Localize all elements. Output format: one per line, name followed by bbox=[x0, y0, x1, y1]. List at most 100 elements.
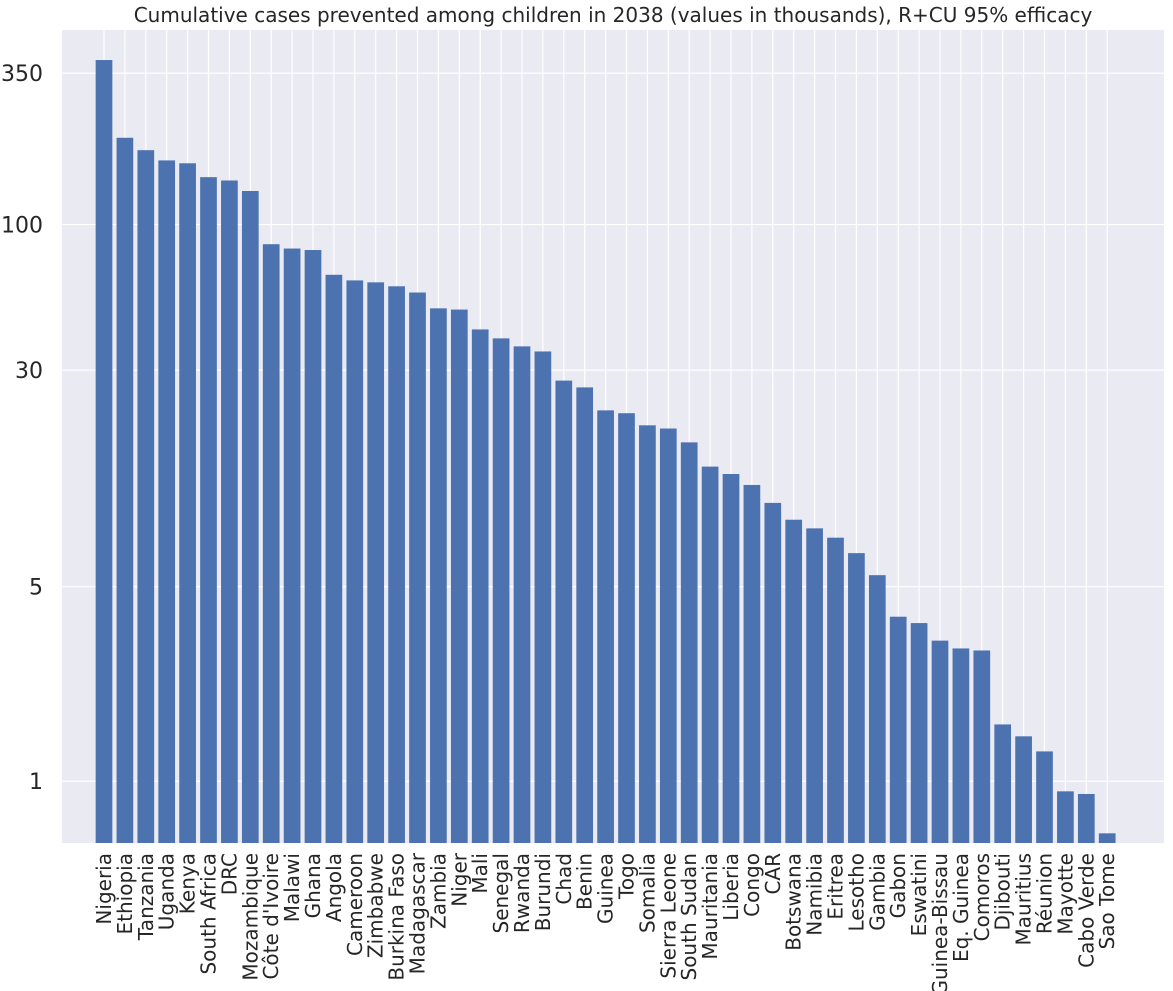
x-tick-label: Gambia bbox=[865, 853, 889, 931]
x-tick-label: Mali bbox=[468, 853, 492, 894]
bar-guinea-bissau bbox=[931, 640, 949, 843]
bar-togo bbox=[618, 413, 635, 843]
x-tick-label: CAR bbox=[761, 853, 785, 895]
bar-c-te-d-ivoire bbox=[262, 244, 280, 844]
bar-senegal bbox=[492, 338, 510, 843]
bar-mozambique bbox=[241, 190, 259, 844]
x-tick-label: Sao Tome bbox=[1095, 853, 1119, 949]
bar-sao-tome bbox=[1098, 833, 1116, 843]
x-tick-label: Comoros bbox=[970, 853, 994, 941]
x-tick-label: Madagascar bbox=[406, 852, 430, 974]
y-tick-label: 1 bbox=[29, 770, 43, 795]
x-tick-label: Nigeria bbox=[92, 853, 116, 925]
y-axis-ticks: 1 5 30 100 350 bbox=[1, 62, 43, 795]
x-tick-label: Benin bbox=[573, 853, 597, 910]
bar-liberia bbox=[722, 474, 740, 843]
bar-south-sudan bbox=[680, 442, 698, 843]
x-tick-label: Cabo Verde bbox=[1074, 853, 1098, 968]
x-axis-ticks: NigeriaEthiopiaTanzaniaUgandaKenyaSouth … bbox=[92, 852, 1119, 991]
bar-ethiopia bbox=[116, 137, 134, 844]
x-tick-label: Congo bbox=[740, 853, 764, 917]
x-tick-label: Mayotte bbox=[1053, 853, 1077, 935]
bar-benin bbox=[576, 387, 594, 843]
x-tick-label: Somalia bbox=[635, 853, 659, 933]
bar-cabo-verde bbox=[1077, 793, 1095, 843]
x-tick-label: Guinea-Bissau bbox=[928, 853, 952, 991]
x-tick-label: Eq. Guinea bbox=[949, 853, 973, 962]
bar-sierra-leone bbox=[659, 428, 677, 843]
bar-mauritius bbox=[1015, 736, 1032, 843]
bar-kenya bbox=[179, 163, 196, 843]
x-tick-label: Chad bbox=[552, 853, 576, 905]
bar-zimbabwe bbox=[367, 282, 385, 843]
bar-guinea bbox=[597, 410, 614, 843]
x-tick-label: DRC bbox=[217, 853, 241, 895]
bar-eq-guinea bbox=[952, 648, 970, 843]
x-tick-label: Mozambique bbox=[238, 853, 262, 981]
bar-uganda bbox=[158, 160, 176, 843]
x-tick-label: Uganda bbox=[155, 853, 179, 930]
x-tick-label: Botswana bbox=[782, 853, 806, 951]
bar-cameroon bbox=[346, 280, 364, 843]
x-tick-label: Mauritius bbox=[1012, 853, 1036, 945]
x-tick-label: Réunion bbox=[1033, 853, 1057, 934]
bar-car bbox=[764, 502, 782, 843]
bar-madagascar bbox=[409, 292, 426, 843]
bar-south-africa bbox=[200, 177, 217, 843]
x-tick-label: Angola bbox=[322, 853, 346, 922]
x-tick-label: South Africa bbox=[197, 853, 221, 975]
bar-zambia bbox=[430, 308, 447, 843]
x-tick-label: Malawi bbox=[280, 853, 304, 922]
x-tick-label: Gabon bbox=[886, 853, 910, 918]
bar-burundi bbox=[534, 351, 552, 843]
bar-malawi bbox=[283, 248, 301, 844]
bar-niger bbox=[450, 309, 468, 844]
bar-gambia bbox=[868, 575, 886, 843]
x-tick-label: Côte d'Ivoire bbox=[259, 853, 283, 980]
bar-drc bbox=[221, 180, 238, 844]
bar-eritrea bbox=[827, 537, 844, 843]
x-tick-label: Togo bbox=[615, 853, 639, 900]
bar-rwanda bbox=[513, 346, 531, 843]
x-tick-label: Eswatini bbox=[907, 853, 931, 936]
bar-r-union bbox=[1036, 751, 1053, 843]
x-tick-label: Tanzania bbox=[134, 853, 158, 941]
bar-gabon bbox=[889, 616, 907, 843]
x-tick-label: Mauritania bbox=[698, 853, 722, 960]
y-tick-label: 5 bbox=[29, 576, 43, 601]
x-tick-label: Ethiopia bbox=[113, 853, 137, 934]
x-tick-label: Senegal bbox=[489, 853, 513, 934]
bar-djibouti bbox=[994, 724, 1012, 843]
x-tick-label: Namibia bbox=[803, 853, 827, 936]
y-tick-label: 350 bbox=[1, 62, 43, 87]
x-tick-label: Burundi bbox=[531, 853, 555, 931]
x-tick-label: Zimbabwe bbox=[364, 853, 388, 958]
x-tick-label: Eritrea bbox=[824, 853, 848, 920]
bar-burkina-faso bbox=[388, 286, 405, 844]
bar-congo bbox=[743, 484, 761, 843]
bar-eswatini bbox=[910, 623, 928, 843]
bar-tanzania bbox=[137, 150, 155, 844]
x-tick-label: Zambia bbox=[426, 853, 450, 929]
x-tick-label: Kenya bbox=[176, 853, 200, 914]
bar-chad bbox=[555, 380, 573, 843]
bar-lesotho bbox=[848, 553, 865, 843]
bar-comoros bbox=[973, 650, 991, 843]
y-tick-label: 100 bbox=[1, 214, 43, 239]
x-tick-label: Burkina Faso bbox=[385, 853, 409, 981]
x-tick-label: South Sudan bbox=[677, 853, 701, 980]
x-tick-label: Ghana bbox=[301, 853, 325, 918]
y-tick-label: 30 bbox=[15, 359, 43, 384]
x-tick-label: Cameroon bbox=[343, 853, 367, 956]
bar-mauritania bbox=[701, 466, 719, 843]
x-tick-label: Niger bbox=[447, 852, 471, 907]
bar-somalia bbox=[639, 425, 656, 843]
bar-nigeria bbox=[95, 60, 113, 844]
chart-title: Cumulative cases prevented among childre… bbox=[134, 3, 1093, 27]
x-tick-label: Guinea bbox=[594, 853, 618, 924]
bar-mali bbox=[471, 329, 489, 843]
bar-botswana bbox=[785, 519, 803, 843]
bar-namibia bbox=[806, 528, 823, 843]
x-tick-label: Djibouti bbox=[991, 853, 1015, 931]
